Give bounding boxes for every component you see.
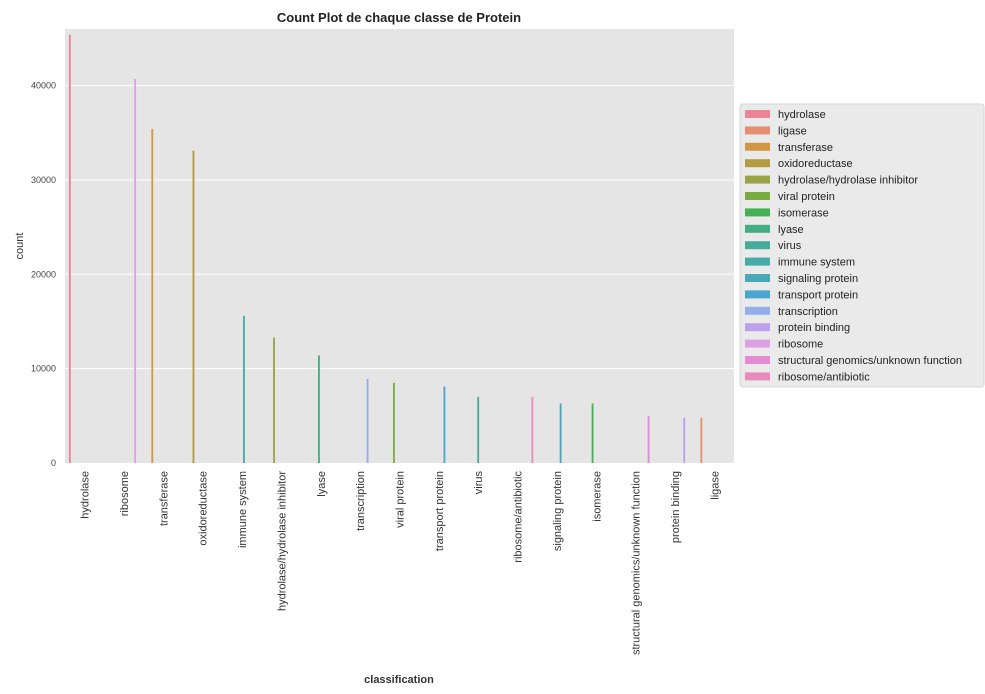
bar-lyase: [318, 355, 320, 463]
legend-label: transcription: [778, 306, 838, 318]
legend-label: lyase: [778, 224, 804, 236]
x-tick-label: protein binding: [670, 471, 682, 543]
legend-label: transferase: [778, 142, 833, 154]
bar-transferase: [151, 129, 154, 463]
legend-swatch: [745, 323, 770, 332]
y-tick-label: 10000: [31, 364, 56, 374]
y-axis-label: count: [14, 233, 26, 260]
bar-ligase: [700, 417, 703, 463]
legend-swatch: [745, 159, 770, 168]
x-tick-label: signaling protein: [552, 471, 564, 551]
x-tick-label: transcription: [355, 471, 367, 531]
gridlines: [65, 85, 734, 370]
legend-swatch: [745, 241, 770, 250]
y-tick-labels: 0 10000 20000 30000 40000: [31, 81, 56, 468]
x-tick-label: oxidoreductase: [198, 471, 210, 546]
legend-swatch: [745, 356, 770, 364]
bar-transport-protein: [443, 386, 446, 463]
legend-swatch: [745, 208, 770, 217]
bar-hydrolase: [68, 34, 71, 464]
legend-swatch: [745, 224, 770, 233]
legend-label: hydrolase/hydrolase inhibitor: [778, 175, 918, 187]
bar-oxidoreductase: [192, 150, 195, 464]
legend-label: ribosome/antibiotic: [778, 371, 870, 383]
legend-swatch: [745, 339, 770, 348]
legend: hydrolase ligase transferase oxidoreductase…: [739, 103, 985, 388]
x-tick-label: transferase: [158, 471, 170, 526]
y-tick-label: 20000: [31, 269, 56, 279]
y-tick-label: 40000: [31, 81, 56, 91]
x-tick-labels: hydrolase ribosome transferase oxidoreducta…: [80, 471, 722, 656]
bar-virus: [477, 396, 480, 463]
legend-label: oxidoreductase: [778, 158, 853, 170]
bar-protein-binding: [683, 417, 686, 463]
bar-immune-system: [243, 315, 245, 463]
legend-label: viral protein: [778, 191, 835, 203]
legend-label: ribosome: [778, 339, 823, 351]
legend-swatch: [745, 142, 770, 151]
x-tick-label: virus: [473, 471, 485, 495]
legend-entries: hydrolase ligase transferase oxidoreductase…: [745, 109, 962, 383]
x-tick-label: viral protein: [395, 471, 407, 528]
legend-swatch: [745, 257, 770, 266]
legend-box: [739, 103, 985, 388]
bar-structural-genomics-unknown-function: [647, 415, 650, 463]
y-tick-label: 30000: [31, 175, 56, 185]
bar-isomerase: [591, 403, 594, 463]
bar-signaling-protein: [559, 403, 562, 463]
legend-label: virus: [778, 240, 802, 252]
legend-label: transport protein: [778, 289, 858, 301]
y-tick-label: 0: [51, 458, 56, 468]
plot-area: [65, 29, 734, 463]
legend-swatch: [745, 306, 770, 315]
legend-swatch: [745, 192, 770, 200]
x-tick-label: lyase: [316, 471, 328, 497]
legend-label: structural genomics/unknown function: [778, 355, 962, 367]
x-axis-label: classification: [364, 674, 434, 686]
x-tick-label: transport protein: [434, 471, 446, 551]
legend-label: signaling protein: [778, 273, 858, 285]
bar-viral-protein: [393, 382, 395, 463]
bar-ribosome-antibiotic: [531, 396, 534, 463]
x-tick-label: isomerase: [591, 471, 603, 522]
legend-label: isomerase: [778, 207, 829, 219]
x-tick-label: hydrolase/hydrolase inhibitor: [276, 471, 288, 611]
legend-swatch: [745, 290, 770, 299]
bars: [68, 34, 703, 464]
x-tick-label: hydrolase: [80, 471, 92, 519]
legend-swatch: [745, 175, 770, 184]
legend-swatch: [745, 274, 770, 282]
legend-label: protein binding: [778, 322, 850, 334]
legend-swatch: [745, 110, 770, 118]
x-tick-label: structural genomics/unknown function: [631, 471, 643, 655]
legend-label: hydrolase: [778, 109, 826, 121]
x-tick-label: immune system: [237, 471, 249, 548]
x-tick-label: ribosome/antibiotic: [513, 471, 525, 563]
bar-transcription: [366, 379, 369, 463]
legend-swatch: [745, 126, 770, 135]
legend-label: immune system: [778, 257, 855, 269]
legend-label: ligase: [778, 125, 807, 137]
bar-ribosome: [134, 79, 137, 464]
legend-swatch: [745, 372, 770, 381]
chart-title: Count Plot de chaque classe de Protein: [277, 10, 521, 25]
bar-hydrolase-hydrolase-inhibitor: [273, 337, 275, 463]
x-tick-label: ribosome: [119, 471, 131, 516]
x-tick-label: ligase: [709, 471, 721, 500]
